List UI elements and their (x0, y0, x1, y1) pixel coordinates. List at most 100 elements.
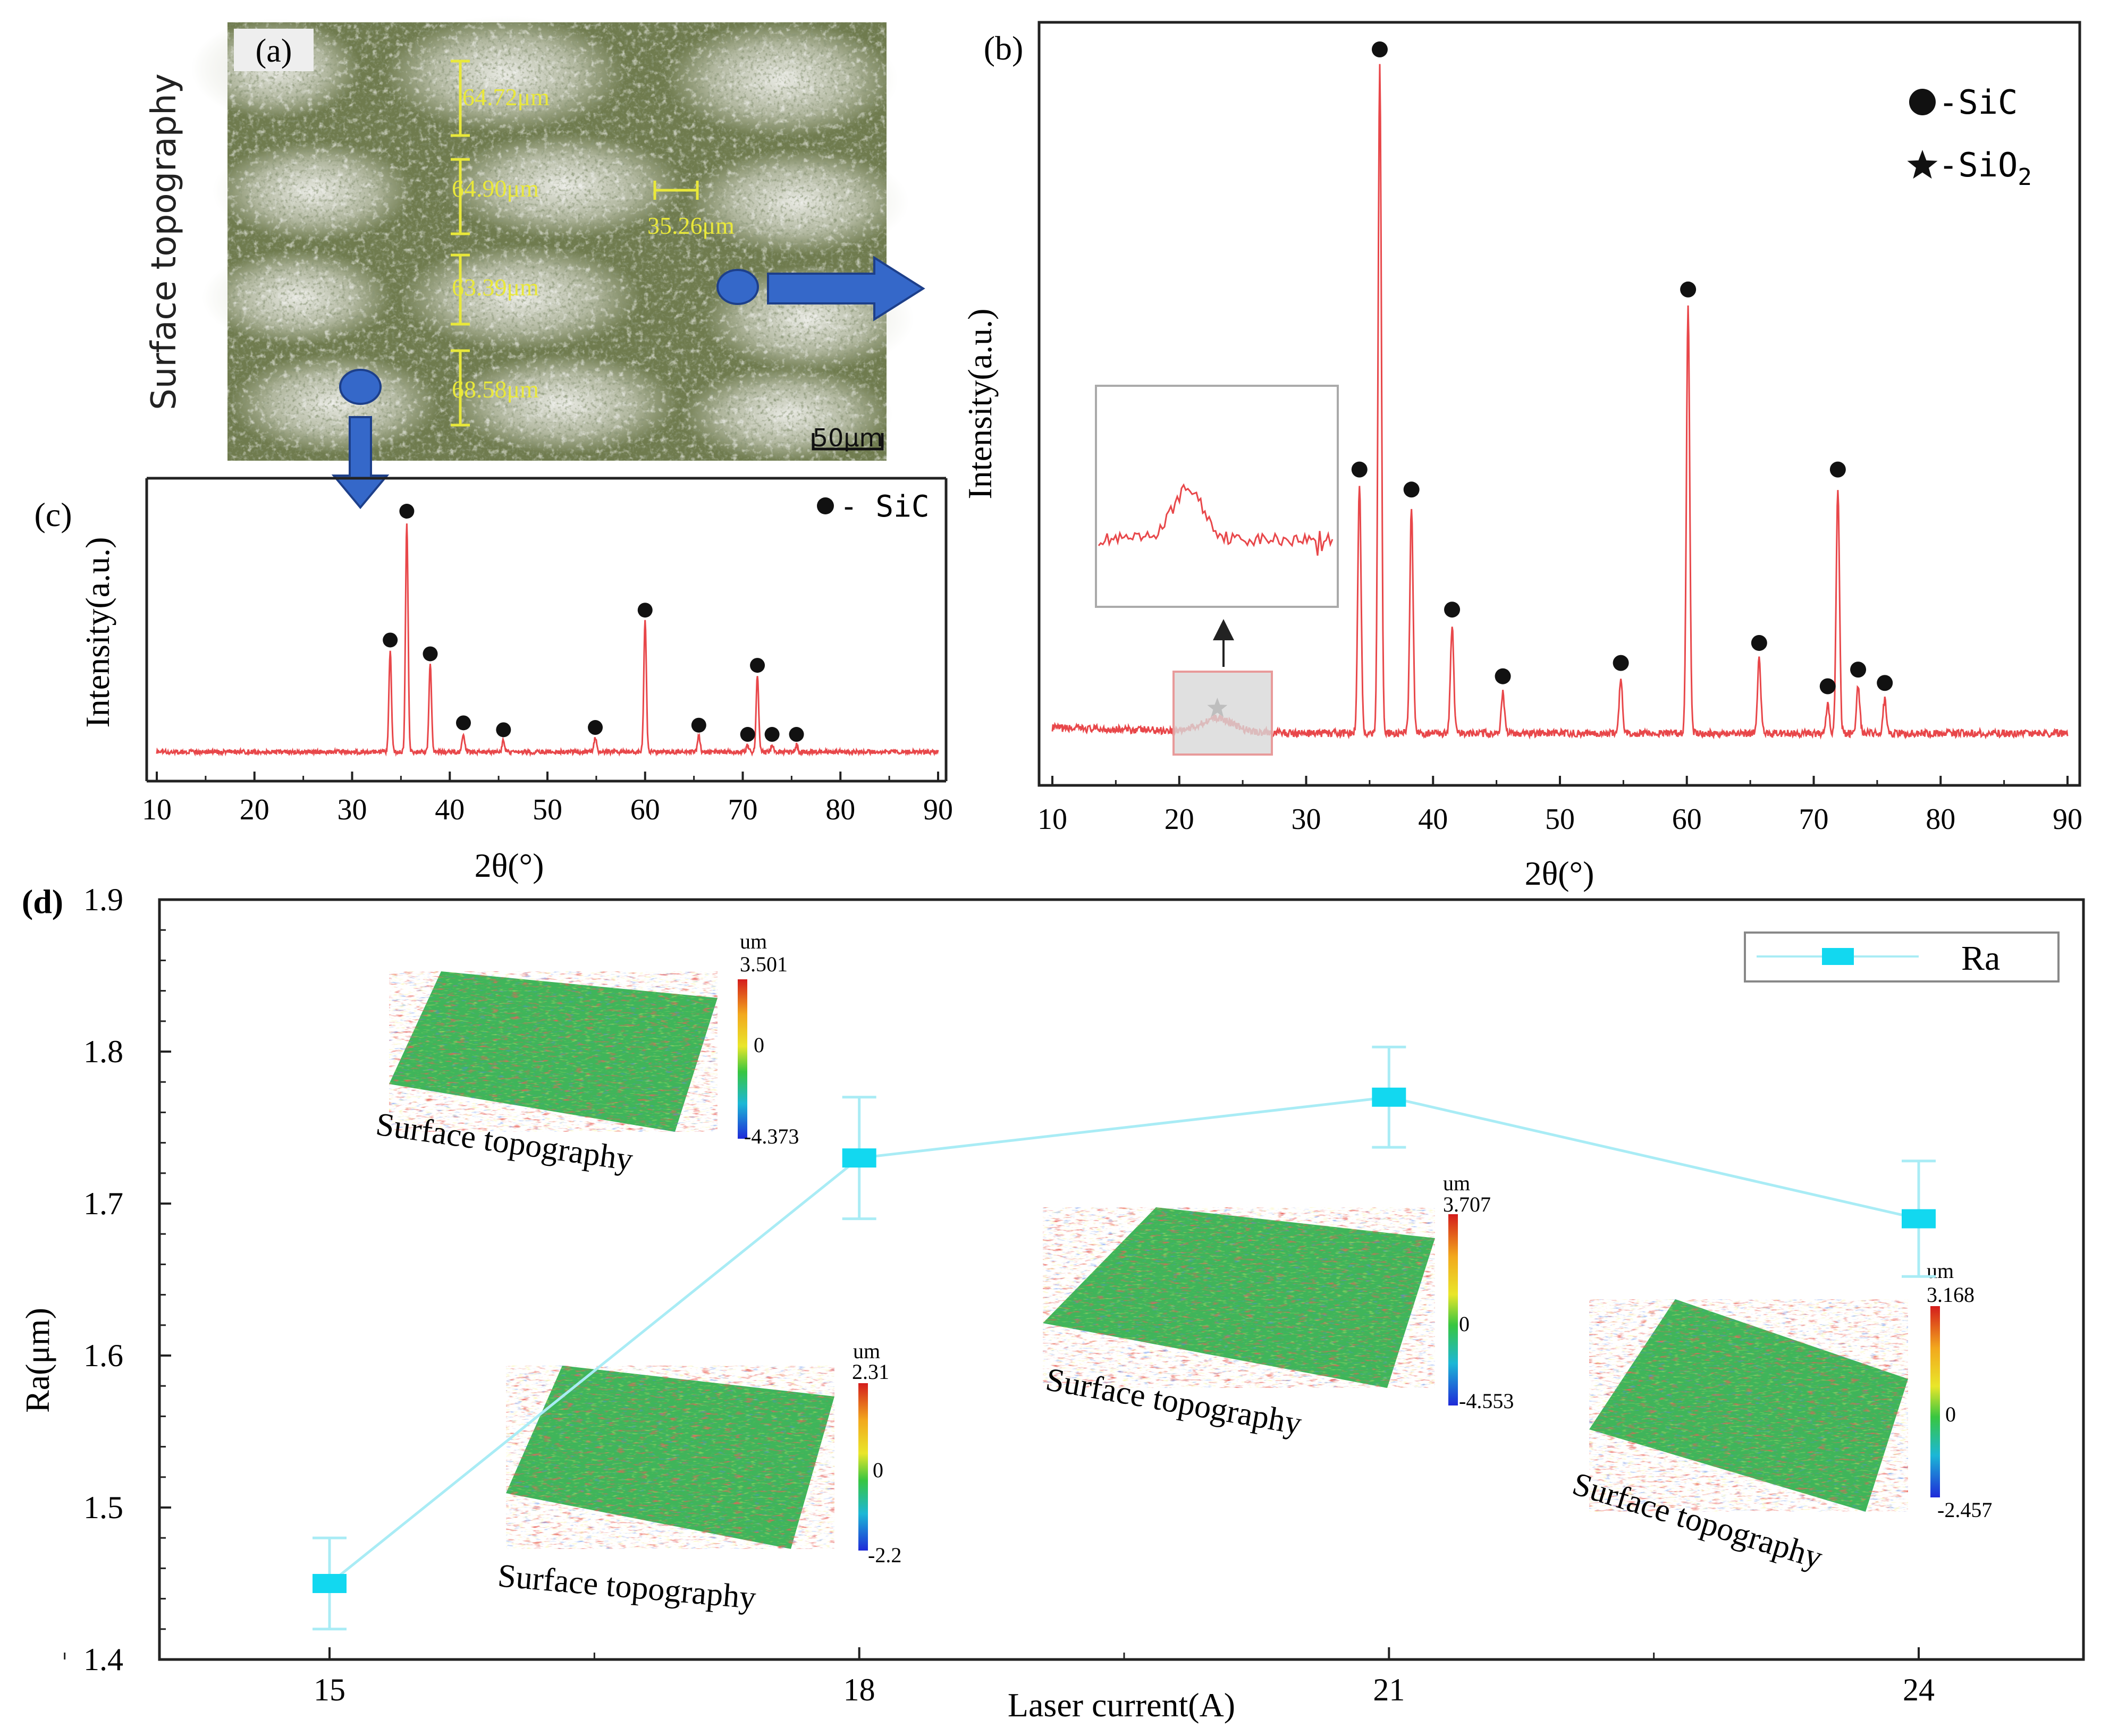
x-tick-label: 40 (435, 793, 465, 826)
ra-data-point (313, 1574, 347, 1593)
sic-peak-marker (740, 727, 755, 742)
colorbar-min: -4.553 (1459, 1389, 1514, 1413)
x-tick-label: 15 (314, 1672, 345, 1707)
x-tick-label: 50 (1545, 803, 1575, 836)
chart-c-x-label: 2θ(°) (475, 846, 544, 884)
sic-peak-marker (1371, 41, 1388, 57)
surface-caption: Surface topography (496, 1557, 757, 1616)
x-tick-label: 60 (630, 793, 660, 826)
sic-peak-marker (1444, 602, 1461, 618)
chart-d-legend-label: Ra (1961, 939, 2000, 978)
legend-circle-icon (1909, 89, 1936, 115)
panel-c-label: (c) (34, 496, 72, 533)
x-tick-label: 70 (728, 793, 758, 826)
colorbar-max: 3.707 (1443, 1192, 1491, 1216)
ra-data-point (1902, 1209, 1936, 1229)
surface-inset-4: um 3.168 0 -2.457 Surface topography (1568, 1259, 1992, 1576)
x-tick-label: 10 (1037, 803, 1067, 836)
chart-d-y-label: Ra(μm) (19, 1308, 56, 1413)
chart-b-legend-label: -SiC (1938, 83, 2018, 122)
sic-peak-marker (399, 504, 415, 519)
panel-b: (b) 10 20 30 40 50 60 70 80 90 2θ(°) Intensity(a… (961, 21, 2082, 892)
chart-b-legend: -SiC -SiO2 (1907, 83, 2032, 191)
sic-peak-marker (750, 658, 765, 673)
panel-a: (a) Surface topography 64.72μm 64.90μm 3… (145, 16, 925, 510)
x-tick-label: 18 (843, 1672, 875, 1707)
sic-peak-marker (1751, 634, 1767, 651)
y-tick-label: 1.7 (83, 1186, 123, 1221)
colorbar-unit: um (853, 1339, 880, 1363)
chart-b-inset-frame (1095, 385, 1339, 608)
colorbar-mid: 0 (754, 1033, 764, 1057)
measurement-label: 64.90μm (452, 175, 539, 202)
chart-c-markers (383, 504, 804, 742)
micrograph-texture-light (227, 22, 887, 461)
sic-peak-marker (637, 603, 653, 618)
x-tick-label: 20 (240, 793, 269, 826)
chart-b-x-label: 2θ(°) (1525, 854, 1594, 892)
ra-data-point (842, 1148, 876, 1168)
chart-b-y-label: Intensity(a.u.) (961, 309, 999, 499)
panel-a-label-box (234, 29, 314, 71)
chart-d-y-axis: 1.4 1.5 1.6 1.7 1.8 1.9 (83, 882, 171, 1677)
x-tick-label: 80 (1926, 803, 1955, 836)
chart-d-x-axis: 15 18 21 24 (64, 1647, 1935, 1707)
sic-peak-marker (496, 722, 511, 738)
sic-peak-marker (789, 727, 804, 742)
chart-b-legend-label: -SiO2 (1938, 146, 2032, 191)
measurement-label: 68.58μm (452, 376, 539, 403)
panel-b-label: (b) (984, 29, 1024, 67)
ra-series-line (328, 1096, 1919, 1585)
measurement-label: 63.39μm (452, 274, 539, 301)
sic-peak-marker (455, 715, 471, 731)
y-tick-label: 1.6 (83, 1338, 123, 1373)
sic-peak-marker (1877, 675, 1893, 691)
sic-peak-marker (423, 646, 438, 662)
sic-peak-marker (691, 717, 706, 733)
chart-b-zoom-region (1172, 671, 1273, 756)
x-tick-label: 50 (533, 793, 562, 826)
colorbar (738, 979, 747, 1139)
chart-d-frame (158, 898, 2085, 1661)
colorbar-max: 3.501 (740, 952, 788, 976)
colorbar-unit: um (1927, 1259, 1954, 1283)
chart-d-series (313, 1045, 1936, 1631)
chart-c-series-line (156, 523, 939, 757)
y-tick-label: 1.8 (83, 1034, 123, 1069)
panel-d: (d) 1.4 1.5 1.6 1.7 1.8 1.9 15 18 21 24 Ra(μm) L… (19, 882, 2085, 1724)
colorbar-unit: um (740, 929, 767, 953)
colorbar-max: 2.31 (852, 1360, 889, 1384)
chart-c-legend: - SiC (817, 489, 930, 524)
chart-b-markers (1207, 41, 1893, 717)
colorbar (858, 1383, 868, 1551)
surface-inset-1: um 3.501 0 -4.373 Surface topography (374, 929, 799, 1178)
legend-circle-icon (817, 497, 834, 514)
surface-caption: Surface topography (1043, 1361, 1305, 1442)
sic-peak-marker (1829, 461, 1846, 478)
panel-c: (c) 10 20 30 40 50 60 70 80 90 2θ(°) Intensity(a… (34, 477, 953, 884)
x-tick-label: 30 (337, 793, 367, 826)
panel-d-label: (d) (22, 883, 63, 920)
x-tick-label: 30 (1292, 803, 1321, 836)
panel-a-label: (a) (256, 33, 292, 69)
legend-star-icon (1907, 150, 1938, 179)
colorbar-min: -4.373 (744, 1124, 799, 1148)
colorbar-min: -2.457 (1937, 1498, 1992, 1522)
measurement-label: 64.72μm (462, 83, 550, 111)
chart-d-x-label: Laser current(A) (1008, 1686, 1235, 1724)
x-tick-label: 24 (1903, 1672, 1935, 1707)
y-tick-label: 1.5 (83, 1490, 123, 1525)
sic-peak-marker (1819, 678, 1836, 695)
sic-peak-marker (1403, 481, 1420, 498)
x-tick-label: 90 (923, 793, 953, 826)
chart-d-legend: Ra (1744, 931, 2060, 983)
scale-bar: 50μm (812, 424, 884, 452)
colorbar-mid: 0 (1459, 1312, 1470, 1336)
arrow-to-panel-b (716, 256, 925, 321)
sic-peak-marker (1850, 662, 1867, 678)
sic-peak-marker (1680, 281, 1697, 298)
colorbar-min: -2.2 (868, 1543, 901, 1567)
y-tick-label: 1.9 (83, 882, 123, 917)
x-tick-label: 60 (1672, 803, 1702, 836)
